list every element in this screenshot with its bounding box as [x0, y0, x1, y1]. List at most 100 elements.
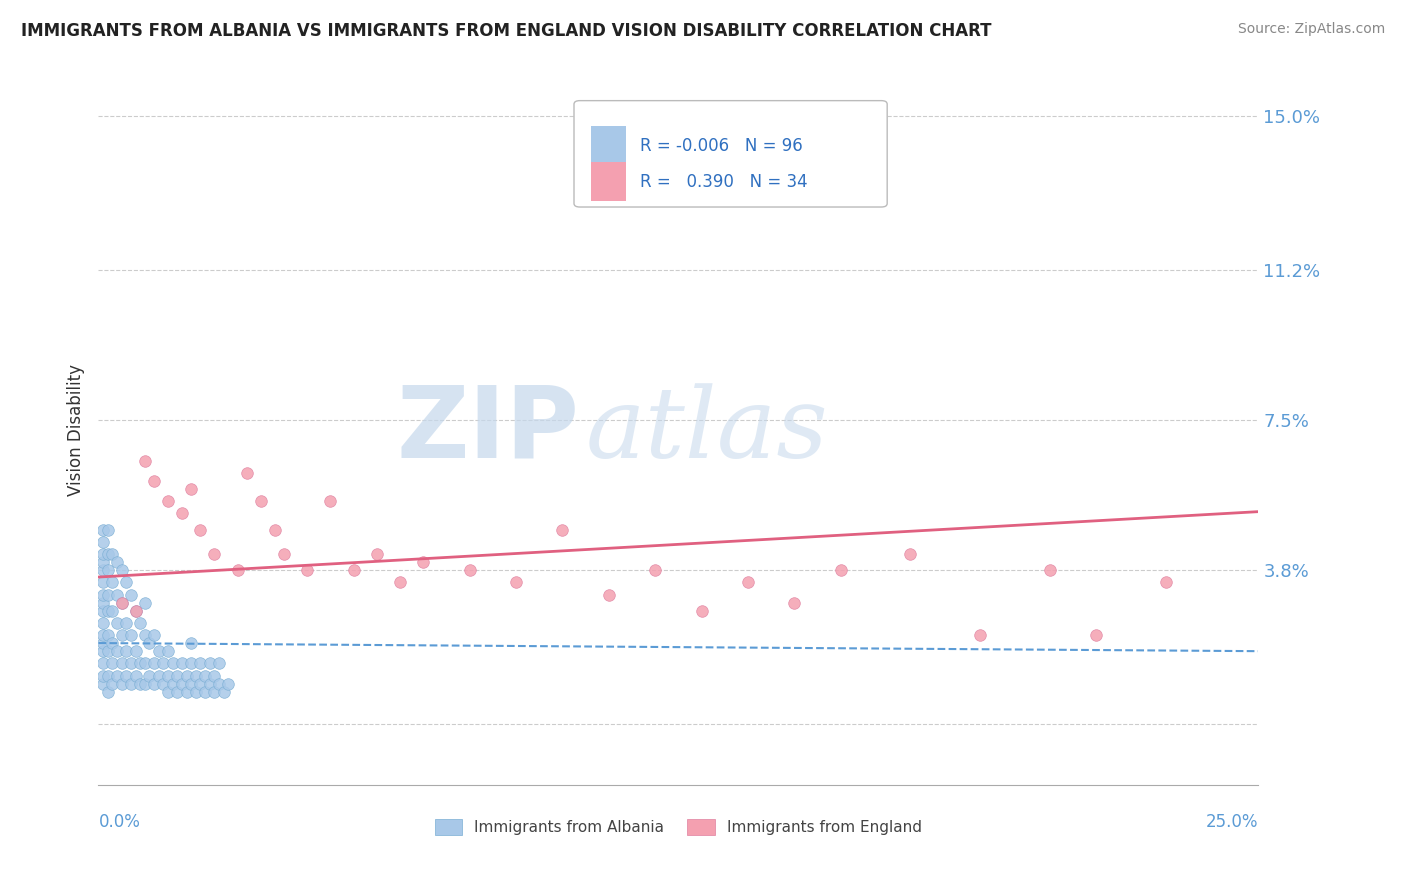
- Point: [190, 657, 212, 671]
- Point: [129, 676, 152, 690]
- Point: [115, 644, 138, 658]
- Point: [91, 644, 114, 658]
- Point: [180, 636, 202, 650]
- Point: [101, 575, 124, 590]
- Point: [157, 644, 180, 658]
- Point: [198, 657, 221, 671]
- Point: [412, 555, 434, 569]
- Point: [180, 676, 202, 690]
- Point: [176, 668, 198, 682]
- Point: [180, 482, 202, 496]
- Point: [105, 644, 128, 658]
- Point: [115, 615, 138, 630]
- Point: [343, 563, 366, 577]
- Point: [111, 628, 132, 642]
- Point: [184, 668, 207, 682]
- Text: 0.0%: 0.0%: [98, 814, 141, 831]
- Point: [138, 636, 160, 650]
- Point: [105, 587, 128, 601]
- Point: [969, 628, 991, 642]
- Point: [148, 668, 170, 682]
- Point: [783, 596, 806, 610]
- Point: [143, 474, 166, 488]
- Point: [273, 547, 295, 561]
- Point: [737, 575, 759, 590]
- Point: [124, 604, 146, 618]
- Point: [91, 636, 114, 650]
- Point: [830, 563, 852, 577]
- Point: [166, 685, 188, 699]
- Point: [97, 668, 120, 682]
- Point: [138, 668, 160, 682]
- Point: [194, 668, 217, 682]
- Point: [91, 628, 114, 642]
- Point: [91, 657, 114, 671]
- Point: [204, 547, 226, 561]
- Point: [152, 676, 174, 690]
- Point: [97, 628, 120, 642]
- Point: [91, 523, 114, 537]
- Point: [91, 563, 114, 577]
- Point: [101, 676, 124, 690]
- Point: [505, 575, 527, 590]
- Point: [236, 466, 259, 480]
- Text: IMMIGRANTS FROM ALBANIA VS IMMIGRANTS FROM ENGLAND VISION DISABILITY CORRELATION: IMMIGRANTS FROM ALBANIA VS IMMIGRANTS FR…: [21, 22, 991, 40]
- Point: [162, 657, 184, 671]
- Text: R = -0.006   N = 96: R = -0.006 N = 96: [640, 136, 803, 155]
- Point: [111, 596, 132, 610]
- Point: [250, 494, 273, 508]
- Point: [134, 628, 156, 642]
- FancyBboxPatch shape: [592, 162, 626, 201]
- Point: [263, 523, 285, 537]
- Point: [124, 604, 146, 618]
- Point: [170, 657, 193, 671]
- Point: [226, 563, 249, 577]
- Text: atlas: atlas: [585, 383, 828, 478]
- Text: 25.0%: 25.0%: [1206, 814, 1258, 831]
- Point: [101, 547, 124, 561]
- Point: [134, 454, 156, 468]
- FancyBboxPatch shape: [592, 127, 626, 165]
- Point: [91, 555, 114, 569]
- Point: [97, 685, 120, 699]
- Point: [143, 676, 166, 690]
- Y-axis label: Vision Disability: Vision Disability: [66, 365, 84, 496]
- Point: [366, 547, 388, 561]
- Point: [124, 668, 146, 682]
- Point: [690, 604, 713, 618]
- Point: [97, 587, 120, 601]
- Point: [97, 644, 120, 658]
- Point: [134, 596, 156, 610]
- Point: [111, 563, 132, 577]
- Point: [91, 676, 114, 690]
- Text: ZIP: ZIP: [396, 382, 579, 479]
- Point: [208, 676, 231, 690]
- Point: [115, 668, 138, 682]
- Point: [162, 676, 184, 690]
- Legend: Immigrants from Albania, Immigrants from England: Immigrants from Albania, Immigrants from…: [429, 813, 928, 841]
- Point: [97, 523, 120, 537]
- Point: [297, 563, 319, 577]
- Point: [458, 563, 481, 577]
- Point: [91, 575, 114, 590]
- Point: [157, 668, 180, 682]
- Point: [198, 676, 221, 690]
- Point: [143, 657, 166, 671]
- Point: [105, 668, 128, 682]
- Point: [319, 494, 342, 508]
- Point: [204, 668, 226, 682]
- Point: [148, 644, 170, 658]
- Point: [105, 615, 128, 630]
- Point: [598, 587, 620, 601]
- Point: [105, 555, 128, 569]
- Point: [1038, 563, 1062, 577]
- Point: [134, 657, 156, 671]
- Point: [111, 676, 132, 690]
- Point: [101, 604, 124, 618]
- Point: [644, 563, 666, 577]
- Point: [1154, 575, 1177, 590]
- Point: [551, 523, 574, 537]
- Point: [91, 596, 114, 610]
- Point: [194, 685, 217, 699]
- Point: [134, 676, 156, 690]
